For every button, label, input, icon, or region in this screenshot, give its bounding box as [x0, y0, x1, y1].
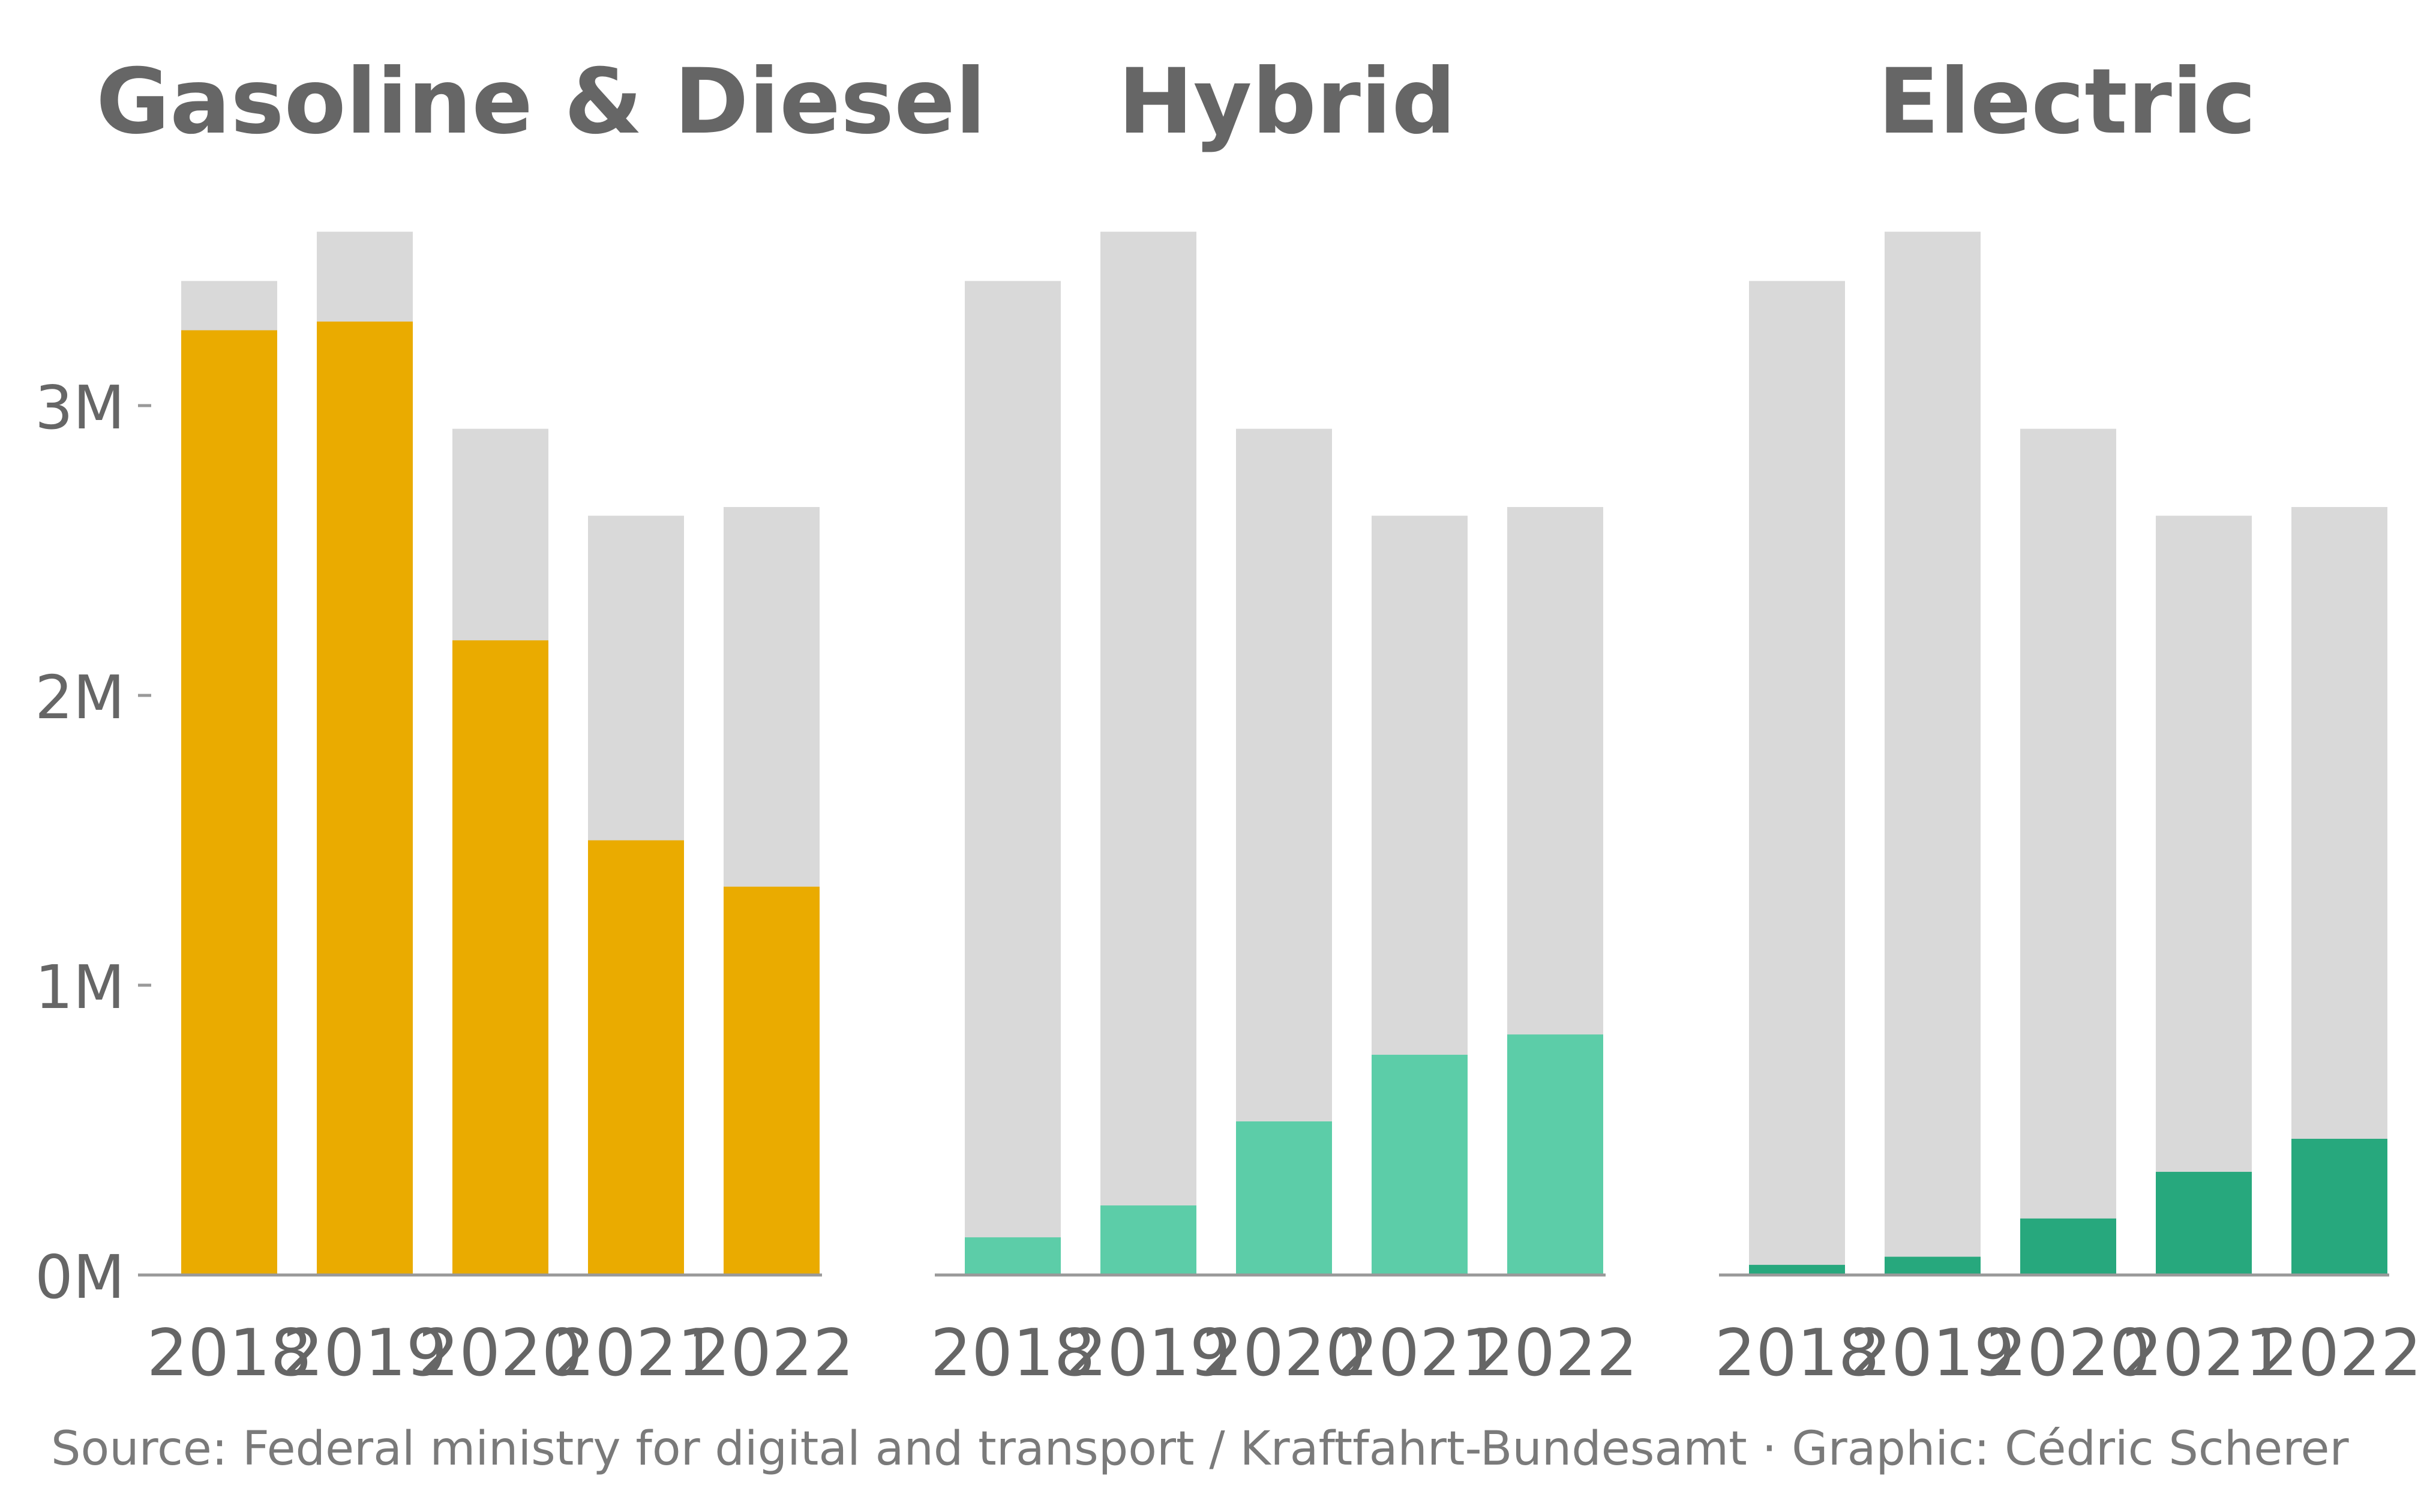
source-caption: Source: Federal ministry for digital and… — [51, 1422, 2349, 1476]
bar-electric-2019 — [1885, 1256, 1981, 1275]
bar-hybrid-2021 — [1372, 1054, 1468, 1275]
bar-total-hybrid-2018 — [965, 281, 1061, 1275]
y-tick-label-2M: 2M — [35, 662, 125, 733]
y-tick-label-1M: 1M — [35, 952, 125, 1022]
x-tick-label-electric-2020: 2020 — [1986, 1316, 2151, 1391]
x-tick-label-hybrid-2022: 2022 — [1473, 1316, 1638, 1391]
panel-title-hybrid: Hybrid — [1118, 50, 1456, 154]
x-tick-label-gasoline-diesel-2018: 2018 — [147, 1316, 312, 1391]
x-tick-label-hybrid-2021: 2021 — [1337, 1316, 1502, 1391]
x-tick-label-electric-2019: 2019 — [1850, 1316, 2015, 1391]
x-tick-label-gasoline-diesel-2021: 2021 — [554, 1316, 719, 1391]
bar-hybrid-2019 — [1100, 1205, 1196, 1275]
x-tick-label-gasoline-diesel-2022: 2022 — [689, 1316, 854, 1391]
bar-hybrid-2020 — [1236, 1121, 1332, 1275]
bar-electric-2021 — [2156, 1172, 2252, 1275]
x-tick-label-electric-2021: 2021 — [2122, 1316, 2287, 1391]
x-tick-label-hybrid-2019: 2019 — [1066, 1316, 1231, 1391]
x-tick-label-gasoline-diesel-2019: 2019 — [283, 1316, 448, 1391]
x-tick-label-hybrid-2018: 2018 — [931, 1316, 1096, 1391]
bar-electric-2018 — [1749, 1265, 1845, 1275]
bar-gasoline-diesel-2022 — [724, 886, 820, 1275]
bar-gasoline-diesel-2021 — [588, 840, 684, 1275]
bar-total-electric-2018 — [1749, 281, 1845, 1275]
y-tick-label-0M: 0M — [35, 1242, 125, 1312]
x-tick-label-gasoline-diesel-2020: 2020 — [418, 1316, 583, 1391]
bar-gasoline-diesel-2018 — [181, 330, 277, 1276]
bar-gasoline-diesel-2019 — [317, 321, 413, 1276]
y-tick-label-3M: 3M — [35, 373, 125, 443]
bar-total-electric-2019 — [1885, 232, 1981, 1276]
x-tick-label-electric-2018: 2018 — [1715, 1316, 1880, 1391]
x-tick-label-electric-2022: 2022 — [2257, 1316, 2422, 1391]
bar-total-electric-2021 — [2156, 515, 2252, 1275]
bar-total-hybrid-2019 — [1100, 232, 1196, 1276]
panel-title-electric: Electric — [1877, 50, 2257, 154]
bar-total-electric-2020 — [2020, 428, 2116, 1275]
bar-electric-2020 — [2020, 1218, 2116, 1275]
bar-hybrid-2022 — [1507, 1034, 1603, 1275]
x-tick-label-hybrid-2020: 2020 — [1202, 1316, 1367, 1391]
bar-electric-2022 — [2291, 1138, 2387, 1275]
panel-title-gasoline-diesel: Gasoline & Diesel — [96, 50, 986, 154]
bar-hybrid-2018 — [965, 1237, 1061, 1275]
bar-gasoline-diesel-2020 — [452, 640, 548, 1275]
